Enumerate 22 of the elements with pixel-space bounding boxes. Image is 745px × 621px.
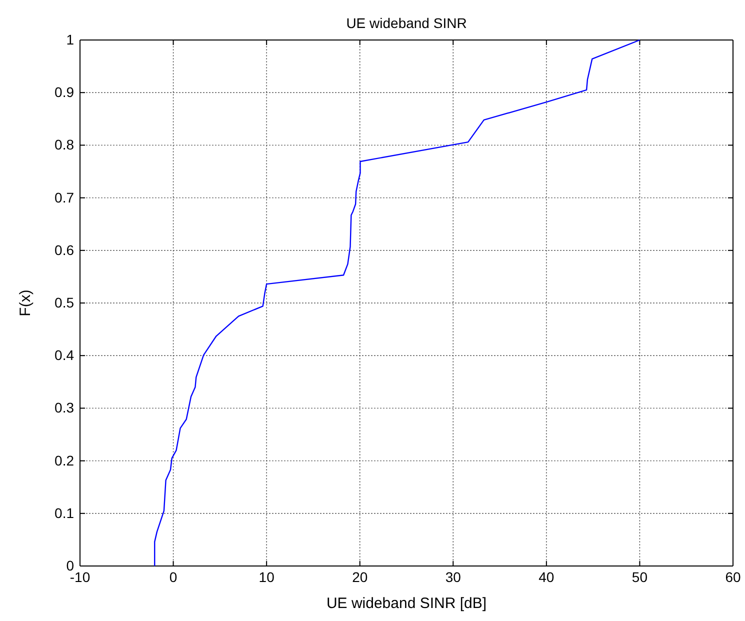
x-tick-label: 10 (258, 568, 275, 585)
y-tick-label: 0 (66, 557, 74, 574)
x-tick-label: 40 (538, 568, 554, 585)
x-tick-label: 20 (352, 568, 368, 585)
y-tick-label: 0.4 (54, 347, 74, 364)
y-tick-label: 0.7 (54, 189, 74, 206)
y-tick-label: 0.8 (54, 136, 74, 153)
x-tick-label: 50 (632, 568, 648, 585)
x-tick-label: 30 (445, 568, 462, 585)
x-tick-label: 60 (725, 568, 741, 585)
y-tick-label: 1 (66, 31, 74, 48)
y-tick-label: 0.2 (54, 452, 74, 468)
x-axis-title: UE wideband SINR [dB] (326, 595, 487, 612)
y-tick-label: 0.3 (54, 400, 74, 416)
y-tick-label: 0.9 (54, 84, 74, 100)
y-tick-label: 0.1 (54, 504, 74, 521)
y-tick-label: 0.6 (54, 242, 74, 258)
y-tick-label: 0.5 (54, 294, 74, 310)
chart-title: UE wideband SINR (346, 15, 467, 31)
y-axis-title: F(x) (17, 290, 34, 316)
line-series (154, 39, 640, 567)
x-tick-label: 0 (169, 568, 178, 585)
